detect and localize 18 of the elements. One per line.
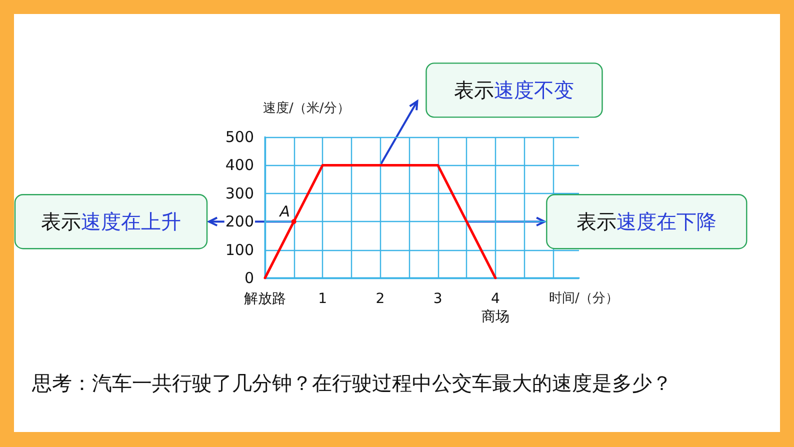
- text: 表示速度不变: [454, 78, 574, 102]
- y-tick-label: 200: [225, 212, 254, 231]
- x-tick-label: 1: [318, 291, 328, 307]
- annotation: 表示速度在下降: [576, 210, 717, 234]
- x-tick-label: 2: [376, 291, 385, 307]
- text: 思考：汽车一共行驶了几分钟？在行驶过程中公交车最大的速度是多少？: [31, 371, 672, 395]
- x-tick-label: 解放路: [244, 291, 286, 307]
- y-tick-label: 400: [225, 156, 254, 174]
- x-tick-label: 4 商场: [481, 291, 510, 325]
- y-tick-label: 500: [225, 128, 254, 146]
- x-tick-label: 3: [433, 291, 442, 307]
- y-axis-title: 速度/（米/分）: [263, 100, 350, 116]
- y-tick-label: 300: [225, 184, 254, 202]
- y-tick-label: 100: [225, 240, 254, 259]
- annotation: A: [278, 202, 290, 221]
- y-tick-label: 0: [244, 269, 254, 287]
- x-axis-title: 时间/（分）: [549, 291, 618, 306]
- text: 表示速度在上升: [41, 210, 181, 234]
